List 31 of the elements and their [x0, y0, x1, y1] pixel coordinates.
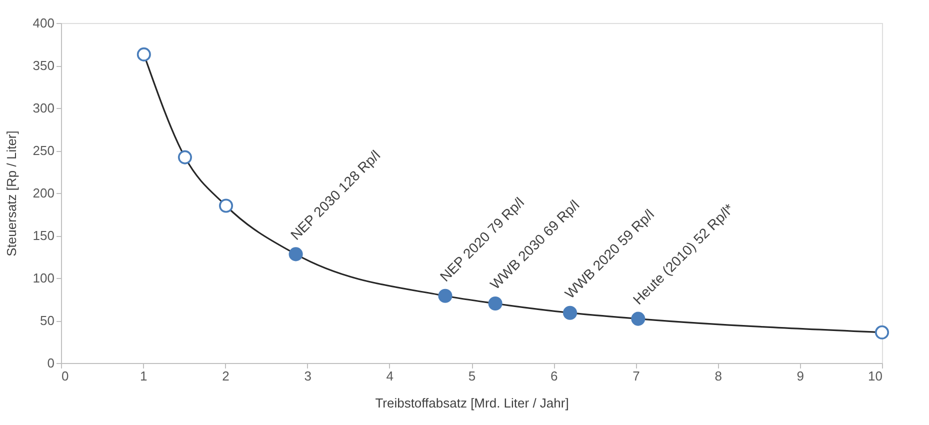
point: [488, 296, 502, 311]
point: [438, 288, 452, 303]
x-tick-label: 10: [868, 368, 882, 384]
y-tick-label: 250: [32, 143, 54, 158]
x-tick-label: 0: [62, 368, 69, 384]
x-axis-title: Treibstoffabsatz [Mrd. Liter / Jahr]: [375, 396, 569, 410]
x-tick-label: 1: [140, 368, 148, 384]
y-tick-label: 150: [32, 228, 54, 243]
x-tick-label: 2: [222, 368, 230, 384]
point: [178, 150, 192, 164]
point: [288, 247, 303, 262]
x-tick-label: 7: [632, 368, 640, 384]
x-tick-label: 3: [304, 368, 312, 384]
y-tick-label: 0: [47, 356, 54, 370]
point: [218, 198, 234, 213]
y-axis-title: Steuersatz [Rp / Liter]: [4, 130, 19, 256]
y-tick-label: 400: [32, 16, 54, 30]
x-tick-label: 5: [468, 368, 476, 384]
y-tick-label: 300: [32, 100, 54, 116]
y-tick-label: 50: [40, 313, 54, 328]
point: [562, 306, 578, 320]
y-tick-label: 200: [32, 186, 54, 200]
y-tick-label: 100: [32, 270, 54, 286]
x-tick-label: 6: [550, 368, 558, 384]
x-tick-label: 4: [386, 368, 394, 384]
x-tick-label: 9: [796, 368, 804, 384]
point: [631, 312, 646, 326]
y-tick-label: 350: [32, 58, 54, 73]
point: [874, 325, 890, 340]
x-tick-label: 8: [714, 368, 722, 384]
point: [136, 47, 151, 62]
